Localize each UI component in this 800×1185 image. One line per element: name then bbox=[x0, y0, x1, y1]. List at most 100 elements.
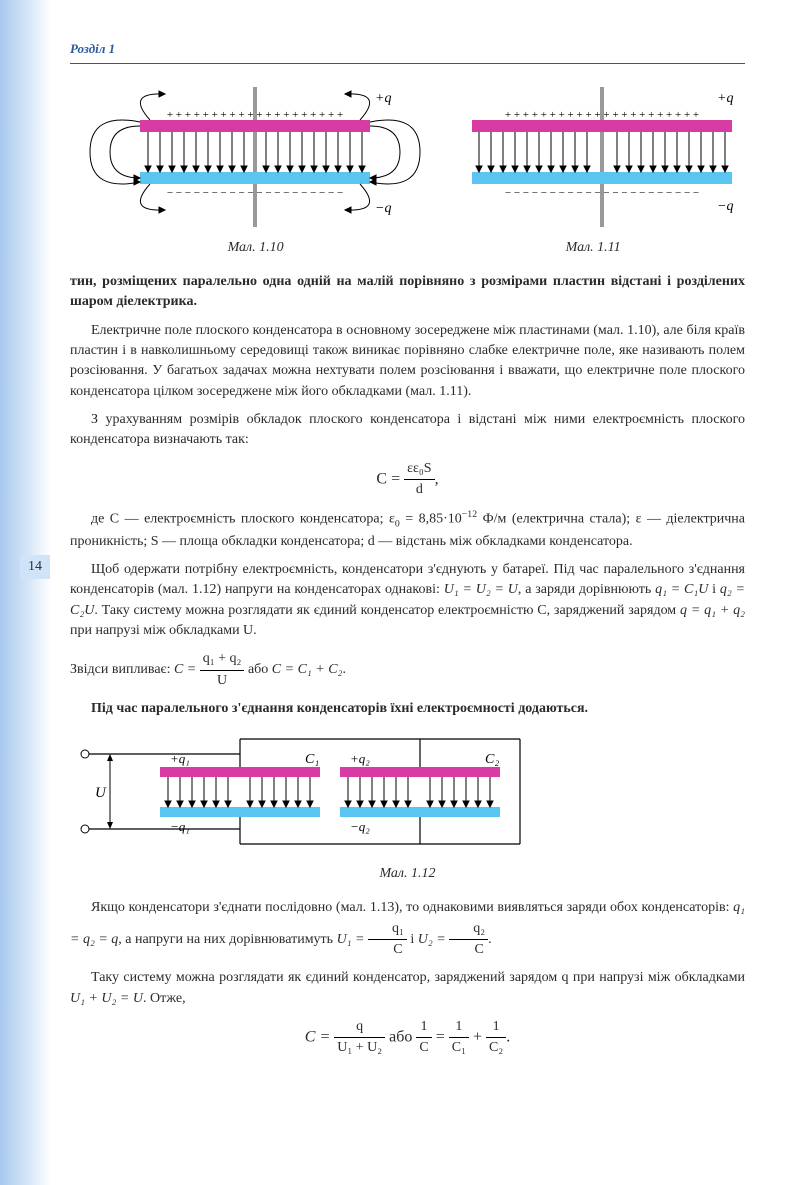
f3-C: C = bbox=[305, 1028, 330, 1045]
f3-r1n: 1 bbox=[449, 1017, 469, 1038]
para-9: Таку систему можна розглядати як єдиний … bbox=[70, 968, 745, 1009]
figure-captions-top: Мал. 1.10 Мал. 1.11 bbox=[70, 238, 745, 258]
caption-1-10: Мал. 1.10 bbox=[70, 238, 441, 258]
section-title: Розділ 1 bbox=[70, 41, 115, 56]
f2-alt: C = C₁ + C₂ bbox=[272, 662, 343, 677]
p6-mid: або bbox=[248, 662, 272, 677]
p9a: Таку систему можна розглядати як єдиний … bbox=[91, 970, 745, 985]
p8d: . bbox=[488, 932, 492, 947]
figure-1-12: U +q₁ −q₁ C₁ +q₂ −q₂ C₂ bbox=[70, 729, 530, 854]
para-2: Електричне поле плоского конденсатора в … bbox=[70, 321, 745, 402]
label-plus-q: +q bbox=[375, 91, 391, 106]
cap2-bottom-plate bbox=[340, 807, 500, 817]
figure-row-top: + + + + + + + + + + + + + + + + + + + + … bbox=[70, 82, 745, 232]
f3-r2d: C₂ bbox=[486, 1038, 506, 1058]
p4-exp: −12 bbox=[462, 509, 477, 520]
p5b: , а заряди дорівнюють bbox=[518, 582, 655, 597]
p8a: Якщо конденсатори з'єднати послідовно (м… bbox=[91, 900, 733, 915]
f3-mid: або bbox=[389, 1028, 416, 1045]
U-arrow-top bbox=[107, 754, 113, 761]
p8b: , а напруги на них дорівнюватимуть bbox=[118, 932, 336, 947]
formula-tail: , bbox=[435, 470, 439, 487]
p9b: . Отже, bbox=[143, 991, 186, 1006]
p5d: при напрузі між обкладками U. bbox=[70, 623, 257, 638]
eq-Usum: U₁ + U₂ = U bbox=[70, 991, 143, 1006]
bottom-plate bbox=[140, 172, 370, 184]
bottom-plate bbox=[472, 172, 732, 184]
cap1-botq: −q₁ bbox=[170, 819, 190, 834]
section-header: Розділ 1 bbox=[70, 40, 745, 64]
plus-row: + + + + + + + + + + + + + + + + + + + + … bbox=[505, 109, 699, 121]
cap1-C: C₁ bbox=[305, 752, 319, 767]
formula-series: C = q U₁ + U₂ або 1 C = 1 C₁ + 1 C₂ . bbox=[70, 1017, 745, 1059]
top-plate bbox=[140, 120, 370, 132]
p6-pre: Звідси випливає: bbox=[70, 662, 174, 677]
para-1: тин, розміщених паралельно одна одній на… bbox=[70, 272, 745, 313]
cap2-botq: −q₂ bbox=[350, 819, 370, 834]
label-minus-q: −q bbox=[717, 199, 733, 214]
caption-1-11: Мал. 1.11 bbox=[441, 238, 745, 258]
f2-C: C = bbox=[174, 662, 196, 677]
para-4: де C — електроємність плоского конденсат… bbox=[70, 508, 745, 552]
f3-num: q bbox=[334, 1017, 385, 1038]
fringe-right bbox=[345, 91, 420, 213]
top-plate bbox=[472, 120, 732, 132]
plus-row: + + + + + + + + + + + + + + + + + + + + bbox=[167, 109, 343, 121]
U-label: U bbox=[95, 785, 107, 801]
U1-num: q₁ bbox=[368, 919, 407, 940]
cap1-bottom-plate bbox=[160, 807, 320, 817]
rod bbox=[600, 87, 604, 227]
label-plus-q: +q bbox=[717, 91, 733, 106]
cap1-arrows bbox=[165, 777, 313, 807]
eq-q1: q₁ = C₁U bbox=[655, 582, 708, 597]
U2-lhs: U₂ = bbox=[418, 932, 446, 947]
f3-plus: + bbox=[473, 1028, 486, 1045]
frac-num: εε₀S bbox=[404, 459, 434, 480]
p4-val: = 8,85·10 bbox=[400, 512, 462, 527]
para-7: Під час паралельного з'єднання конденсат… bbox=[70, 699, 745, 719]
left-gradient-bar bbox=[0, 0, 50, 1185]
page-number: 14 bbox=[20, 555, 50, 579]
frac-den: d bbox=[404, 480, 434, 500]
para-5: Щоб одержати потрібну електроємність, ко… bbox=[70, 560, 745, 641]
formula-capacitance: C = εε₀S d , bbox=[70, 459, 745, 501]
formula-lhs: C = bbox=[376, 470, 400, 487]
p4-pre: де C — електроємність плоского конденсат… bbox=[91, 512, 395, 527]
minus-row: − − − − − − − − − − − − − − − − − − − − bbox=[167, 187, 343, 199]
cap1-topq: +q₁ bbox=[170, 751, 190, 766]
p6-post: . bbox=[342, 662, 346, 677]
cap2-arrows bbox=[345, 777, 493, 807]
cap2-top-plate bbox=[340, 767, 500, 777]
f3-l2n: 1 bbox=[416, 1017, 431, 1038]
f3-r2n: 1 bbox=[486, 1017, 506, 1038]
figure-1-12-wrap: U +q₁ −q₁ C₁ +q₂ −q₂ C₂ bbox=[70, 729, 745, 854]
U2-den: C bbox=[449, 940, 488, 960]
f3-l2d: C bbox=[416, 1038, 431, 1058]
f3-tail: . bbox=[506, 1028, 510, 1045]
f3-r1d: C₁ bbox=[449, 1038, 469, 1058]
cap2-C: C₂ bbox=[485, 752, 499, 767]
figure-1-11: + + + + + + + + + + + + + + + + + + + + … bbox=[457, 82, 745, 232]
para-6: Звідси випливає: C = q₁ + q₂ U або C = C… bbox=[70, 649, 745, 691]
p8c: і bbox=[410, 932, 417, 947]
cap1-top-plate bbox=[160, 767, 320, 777]
caption-1-12: Мал. 1.12 bbox=[70, 864, 745, 884]
f3-den: U₁ + U₂ bbox=[334, 1038, 385, 1058]
eq-qsum: q = q₁ + q₂ bbox=[680, 603, 745, 618]
U1-den: C bbox=[368, 940, 407, 960]
fringe-left bbox=[90, 91, 165, 213]
f2-num: q₁ + q₂ bbox=[200, 649, 245, 670]
U-arrow-bottom bbox=[107, 822, 113, 829]
cap2-topq: +q₂ bbox=[350, 751, 370, 766]
terminal-top bbox=[81, 750, 89, 758]
terminal-bottom bbox=[81, 825, 89, 833]
figure-1-10: + + + + + + + + + + + + + + + + + + + + … bbox=[70, 82, 437, 232]
minus-row: − − − − − − − − − − − − − − − − − − − − … bbox=[505, 187, 699, 199]
para-3: З урахуванням розмірів обкладок плоского… bbox=[70, 410, 745, 451]
label-minus-q: −q bbox=[375, 201, 391, 216]
eq-U: U₁ = U₂ = U bbox=[444, 582, 518, 597]
p5c: . Таку систему можна розглядати як єдини… bbox=[94, 603, 680, 618]
f2-den: U bbox=[200, 671, 245, 691]
para-8: Якщо конденсатори з'єднати послідовно (м… bbox=[70, 898, 745, 960]
f3-eq: = bbox=[436, 1028, 449, 1045]
